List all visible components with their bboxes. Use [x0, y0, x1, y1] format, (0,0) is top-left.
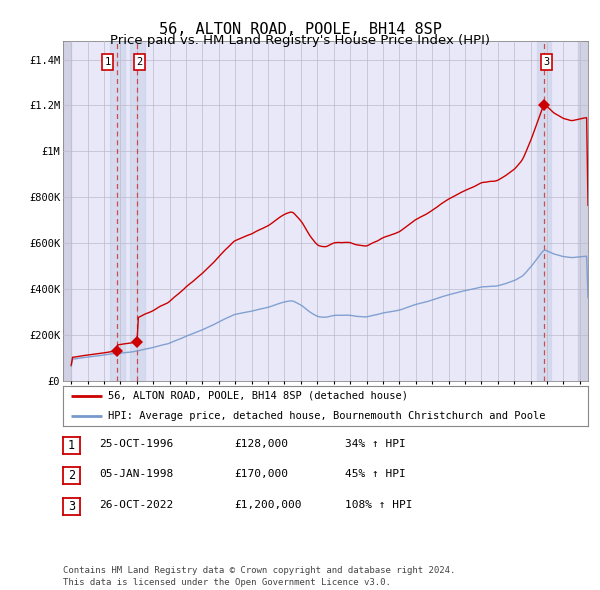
Text: Contains HM Land Registry data © Crown copyright and database right 2024.
This d: Contains HM Land Registry data © Crown c… — [63, 566, 455, 587]
Text: £128,000: £128,000 — [234, 438, 288, 448]
Text: 26-OCT-2022: 26-OCT-2022 — [99, 500, 173, 510]
Text: Price paid vs. HM Land Registry's House Price Index (HPI): Price paid vs. HM Land Registry's House … — [110, 34, 490, 47]
Text: 108% ↑ HPI: 108% ↑ HPI — [345, 500, 413, 510]
Text: 2: 2 — [136, 57, 143, 67]
Text: £1,200,000: £1,200,000 — [234, 500, 302, 510]
Bar — [578, 41, 588, 381]
Text: £170,000: £170,000 — [234, 469, 288, 479]
Text: HPI: Average price, detached house, Bournemouth Christchurch and Poole: HPI: Average price, detached house, Bour… — [107, 411, 545, 421]
Text: 2: 2 — [68, 470, 75, 483]
Text: 45% ↑ HPI: 45% ↑ HPI — [345, 469, 406, 479]
Bar — [130, 41, 145, 381]
Text: 3: 3 — [544, 57, 550, 67]
Text: 3: 3 — [68, 500, 75, 513]
Text: 25-OCT-1996: 25-OCT-1996 — [99, 438, 173, 448]
Text: 56, ALTON ROAD, POOLE, BH14 8SP (detached house): 56, ALTON ROAD, POOLE, BH14 8SP (detache… — [107, 391, 407, 401]
Text: 1: 1 — [68, 439, 75, 452]
Bar — [110, 41, 125, 381]
Text: 34% ↑ HPI: 34% ↑ HPI — [345, 438, 406, 448]
Bar — [63, 41, 71, 381]
Text: 05-JAN-1998: 05-JAN-1998 — [99, 469, 173, 479]
Text: 56, ALTON ROAD, POOLE, BH14 8SP: 56, ALTON ROAD, POOLE, BH14 8SP — [158, 22, 442, 37]
Bar — [536, 41, 551, 381]
Text: 1: 1 — [104, 57, 111, 67]
